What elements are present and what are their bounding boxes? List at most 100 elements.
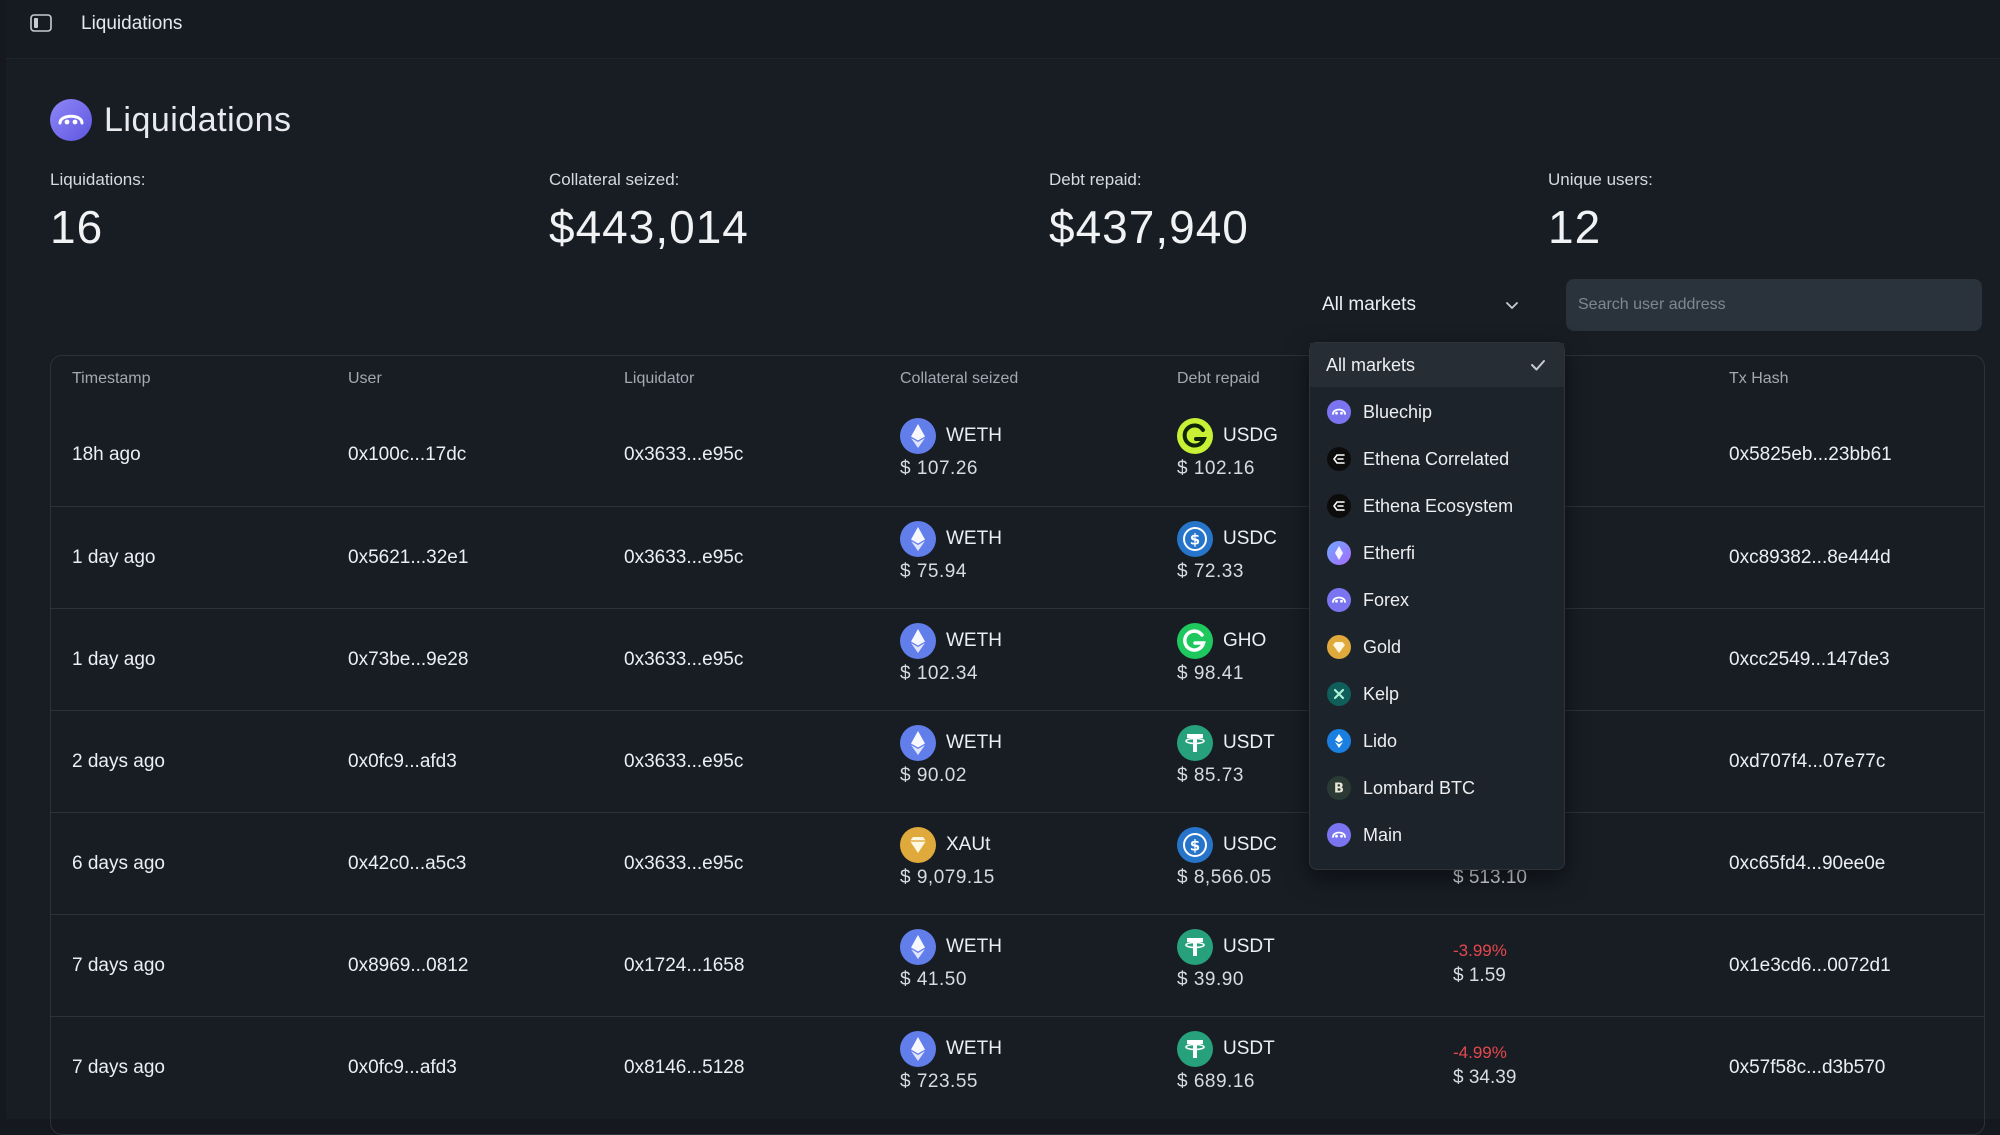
market-select[interactable]: All markets — [1308, 279, 1534, 331]
incentive-percent: -3.99% — [1453, 941, 1507, 960]
xaut-icon — [900, 827, 936, 863]
topbar-title: Liquidations — [81, 13, 183, 34]
cell-user-address[interactable]: 0x0fc9...afd3 — [348, 1057, 457, 1078]
market-option-ethena-ecosystem[interactable]: Ethena Ecosystem — [1310, 484, 1564, 528]
etherfi-icon — [1327, 541, 1351, 565]
collateral-usd-value: $ 75.94 — [900, 561, 967, 582]
market-option-gold[interactable]: Gold — [1310, 625, 1564, 669]
collateral-usd-value: $ 41.50 — [900, 969, 967, 990]
market-option-label: Ethena Ecosystem — [1363, 495, 1514, 516]
collateral-symbol: WETH — [946, 732, 1002, 753]
market-option-ethena-correlated[interactable]: Ethena Correlated — [1310, 437, 1564, 481]
market-option-label: Bluechip — [1363, 401, 1433, 422]
collateral-symbol: XAUt — [946, 834, 991, 855]
table-row[interactable]: 6 days ago 0x42c0...a5c3 0x3633...e95c X… — [51, 812, 1984, 915]
cell-timestamp: 1 day ago — [72, 547, 156, 568]
header-debt-repaid: Debt repaid — [1177, 370, 1260, 387]
debt-symbol: USDG — [1223, 425, 1278, 446]
stat-unique-users: Unique users: 12 — [1548, 170, 1653, 254]
main-content — [6, 59, 2000, 1119]
cell-liquidator-address[interactable]: 0x3633...e95c — [624, 444, 744, 465]
debt-repaid-cell: USDT $ 85.73 — [1177, 725, 1275, 787]
collateral-seized-cell: WETH $ 723.55 — [900, 1031, 1002, 1093]
lido-icon — [1327, 729, 1351, 753]
market-option-etherfi[interactable]: Etherfi — [1310, 531, 1564, 575]
table-row[interactable]: 18h ago 0x100c...17dc 0x3633...e95c WETH… — [51, 404, 1984, 506]
market-option-main[interactable]: Main — [1310, 813, 1564, 857]
market-option-label: Etherfi — [1363, 542, 1416, 563]
collateral-seized-cell: WETH $ 102.34 — [900, 623, 1002, 685]
table-row[interactable]: 1 day ago 0x5621...32e1 0x3633...e95c WE… — [51, 506, 1984, 609]
header-tx-hash: Tx Hash — [1729, 370, 1789, 387]
liquidations-table: Timestamp User Liquidator Collateral sei… — [50, 355, 1985, 1135]
cell-liquidator-address[interactable]: 0x3633...e95c — [624, 853, 744, 874]
cell-user-address[interactable]: 0x73be...9e28 — [348, 649, 469, 670]
liquidation-incentive-cell: -4.99% $ 34.39 — [1453, 1043, 1516, 1089]
stat-label: Debt repaid: — [1049, 170, 1142, 189]
incentive-amount: $ 34.39 — [1453, 1067, 1517, 1088]
search-user-input[interactable] — [1566, 279, 1982, 331]
market-option-forex[interactable]: Forex — [1310, 578, 1564, 622]
table-row[interactable]: 7 days ago 0x0fc9...afd3 0x8146...5128 W… — [51, 1016, 1984, 1119]
cell-liquidator-address[interactable]: 0x3633...e95c — [624, 547, 744, 568]
ethena-icon — [1327, 447, 1351, 471]
market-select-value: All markets — [1322, 294, 1416, 315]
usdc-icon: $ — [1177, 827, 1213, 863]
collateral-seized-cell: WETH $ 107.26 — [900, 418, 1002, 480]
cell-user-address[interactable]: 0x100c...17dc — [348, 444, 467, 465]
cell-tx-hash[interactable]: 0x1e3cd6...0072d1 — [1729, 955, 1891, 976]
market-option-bluechip[interactable]: Bluechip — [1310, 390, 1564, 434]
collateral-seized-cell: WETH $ 90.02 — [900, 725, 1002, 787]
stat-liquidations: Liquidations: 16 — [50, 170, 145, 254]
cell-liquidator-address[interactable]: 0x3633...e95c — [624, 649, 744, 670]
table-row[interactable]: 1 day ago 0x73be...9e28 0x3633...e95c WE… — [51, 608, 1984, 711]
cell-liquidator-address[interactable]: 0x8146...5128 — [624, 1057, 745, 1078]
cell-timestamp: 7 days ago — [72, 955, 165, 976]
liquidation-incentive-cell: -3.99% $ 1.59 — [1453, 941, 1507, 987]
usdt-icon — [1177, 1031, 1213, 1067]
cell-tx-hash[interactable]: 0xc89382...8e444d — [1729, 547, 1891, 568]
cell-tx-hash[interactable]: 0xc65fd4...90ee0e — [1729, 853, 1886, 874]
main-icon — [1327, 823, 1351, 847]
incentive-amount: $ 1.59 — [1453, 965, 1506, 986]
collateral-usd-value: $ 9,079.15 — [900, 867, 995, 888]
debt-repaid-cell: USDT $ 39.90 — [1177, 929, 1275, 991]
morpho-logo-icon — [50, 99, 92, 141]
collateral-usd-value: $ 90.02 — [900, 765, 967, 786]
cell-liquidator-address[interactable]: 0x3633...e95c — [624, 751, 744, 772]
table-row[interactable]: 2 days ago 0x0fc9...afd3 0x3633...e95c W… — [51, 710, 1984, 813]
ethena-icon — [1327, 494, 1351, 518]
cell-tx-hash[interactable]: 0x5825eb...23bb61 — [1729, 444, 1892, 465]
cell-user-address[interactable]: 0x42c0...a5c3 — [348, 853, 467, 874]
check-icon — [1531, 360, 1545, 371]
debt-symbol: USDT — [1223, 732, 1275, 753]
chevron-down-icon — [1506, 302, 1518, 309]
sidebar-toggle-icon[interactable] — [30, 14, 52, 32]
market-option-label: Gold — [1363, 636, 1402, 657]
stat-debt-repaid: Debt repaid: $437,940 — [1049, 170, 1249, 254]
collateral-usd-value: $ 723.55 — [900, 1071, 978, 1092]
cell-user-address[interactable]: 0x8969...0812 — [348, 955, 469, 976]
collateral-symbol: WETH — [946, 630, 1002, 651]
cell-liquidator-address[interactable]: 0x1724...1658 — [624, 955, 745, 976]
market-option-kelp[interactable]: Kelp — [1310, 672, 1564, 716]
cell-tx-hash[interactable]: 0x57f58c...d3b570 — [1729, 1057, 1886, 1078]
stat-value: $443,014 — [549, 201, 749, 253]
market-option-all-markets[interactable]: All markets — [1310, 343, 1564, 387]
debt-repaid-cell: USDG $ 102.16 — [1177, 418, 1278, 480]
cell-tx-hash[interactable]: 0xcc2549...147de3 — [1729, 649, 1890, 670]
market-option-lido[interactable]: Lido — [1310, 719, 1564, 763]
debt-usd-value: $ 8,566.05 — [1177, 867, 1272, 888]
table-row[interactable]: 7 days ago 0x8969...0812 0x1724...1658 W… — [51, 914, 1984, 1017]
debt-usd-value: $ 689.16 — [1177, 1071, 1255, 1092]
market-option-lombard-btc[interactable]: B Lombard BTC — [1310, 766, 1564, 810]
market-dropdown-menu: All markets Bluechip Ethena Correlated E… — [1309, 342, 1565, 870]
cell-tx-hash[interactable]: 0xd707f4...07e77c — [1729, 751, 1886, 772]
incentive-percent: -4.99% — [1453, 1043, 1507, 1062]
collateral-seized-cell: WETH $ 75.94 — [900, 521, 1002, 583]
usdt-icon — [1177, 725, 1213, 761]
gho-icon — [1177, 623, 1213, 659]
cell-user-address[interactable]: 0x0fc9...afd3 — [348, 751, 457, 772]
cell-user-address[interactable]: 0x5621...32e1 — [348, 547, 469, 568]
eth-icon — [900, 521, 936, 557]
